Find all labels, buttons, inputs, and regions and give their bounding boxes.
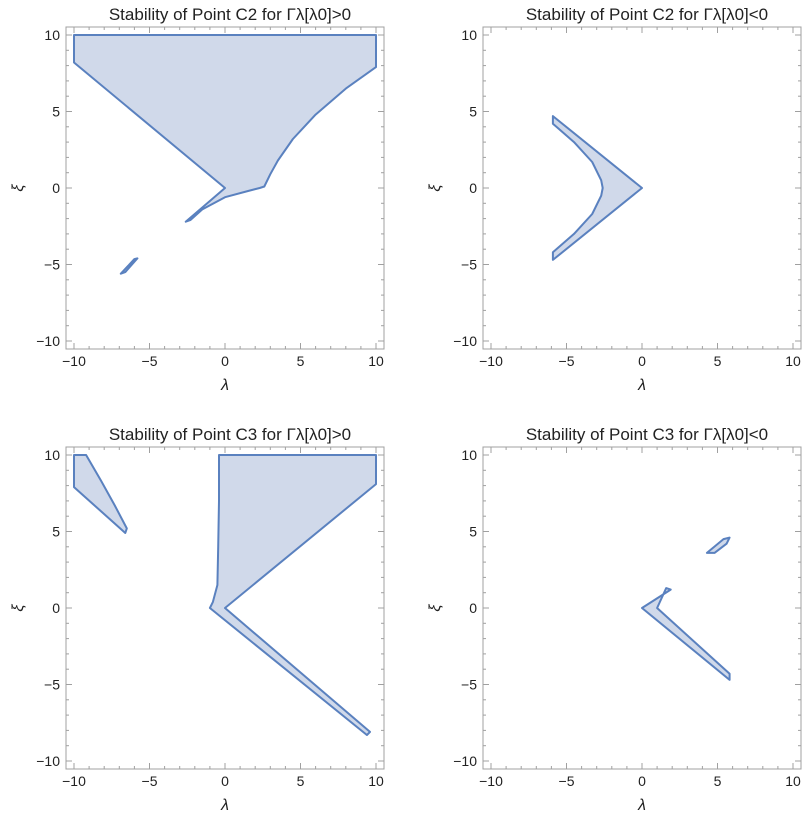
y-tick-label: 5 [469,524,477,540]
y-tick-label: 5 [52,104,60,120]
x-tick-label: 10 [785,353,801,369]
stability-region-2 [119,257,139,275]
x-tick-label: 10 [368,353,384,369]
x-tick-label: 0 [638,353,646,369]
chart-panel-3: −10 −5 0 5 10 −10 −5 0 5 10 Stability of Point C3 … [10,425,385,814]
y-axis-label: ξ [10,604,27,612]
x-tick-label: −5 [142,353,158,369]
y-tick-label: 10 [461,447,477,463]
stability-region-1 [73,34,377,223]
chart-panel-1: −10 −5 0 5 10 −10 −5 0 5 10 Stability of Point C2 … [10,5,385,394]
stability-region-1 [641,587,731,681]
y-tick-label: 10 [44,447,60,463]
y-tick-label: 0 [52,600,60,616]
y-tick-label: 0 [469,180,477,196]
stability-region-1 [551,115,643,261]
chart-title: Stability of Point C2 for Γλ[λ0]<0 [526,5,768,24]
x-axis-label: λ [637,377,646,394]
x-tick-label: −10 [62,773,86,789]
y-tick-label: −10 [453,753,477,769]
x-axis-label: λ [637,797,646,814]
stability-region-1 [73,454,128,534]
y-tick-label: −10 [36,333,60,349]
x-tick-label: −5 [142,773,158,789]
x-tick-label: 5 [714,353,722,369]
x-tick-label: −10 [479,353,503,369]
y-tick-label: −5 [44,257,60,273]
x-tick-label: 5 [297,773,305,789]
x-tick-label: −10 [479,773,503,789]
x-axis-label: λ [220,377,229,394]
y-tick-label: −5 [461,677,477,693]
chart-title: Stability of Point C3 for Γλ[λ0]<0 [526,425,768,444]
x-tick-label: 10 [368,773,384,789]
y-tick-label: −10 [453,333,477,349]
y-tick-label: 5 [469,104,477,120]
y-tick-label: −10 [36,753,60,769]
x-tick-label: 0 [638,773,646,789]
y-tick-label: 10 [461,27,477,43]
x-axis-label: λ [220,797,229,814]
y-tick-label: 5 [52,524,60,540]
x-tick-label: 0 [221,773,229,789]
x-tick-label: −10 [62,353,86,369]
stability-region-2 [208,454,377,736]
y-axis-label: ξ [427,184,444,192]
x-tick-label: 5 [297,353,305,369]
y-tick-label: 0 [52,180,60,196]
x-tick-label: 5 [714,773,722,789]
x-tick-label: 0 [221,353,229,369]
x-tick-label: −5 [559,353,575,369]
y-tick-label: 10 [44,27,60,43]
chart-panel-4: −10 −5 0 5 10 −10 −5 0 5 10 Stability of Point C3 … [427,425,802,814]
stability-region-2 [705,536,731,554]
y-axis-label: ξ [10,184,27,192]
x-tick-label: −5 [559,773,575,789]
chart-panel-2: −10 −5 0 5 10 −10 −5 0 5 10 Stability of Point C2 … [427,5,802,394]
chart-title: Stability of Point C2 for Γλ[λ0]>0 [109,5,351,24]
y-tick-label: −5 [461,257,477,273]
y-tick-label: 0 [469,600,477,616]
x-tick-label: 10 [785,773,801,789]
y-tick-label: −5 [44,677,60,693]
chart-title: Stability of Point C3 for Γλ[λ0]>0 [109,425,351,444]
y-axis-label: ξ [427,604,444,612]
